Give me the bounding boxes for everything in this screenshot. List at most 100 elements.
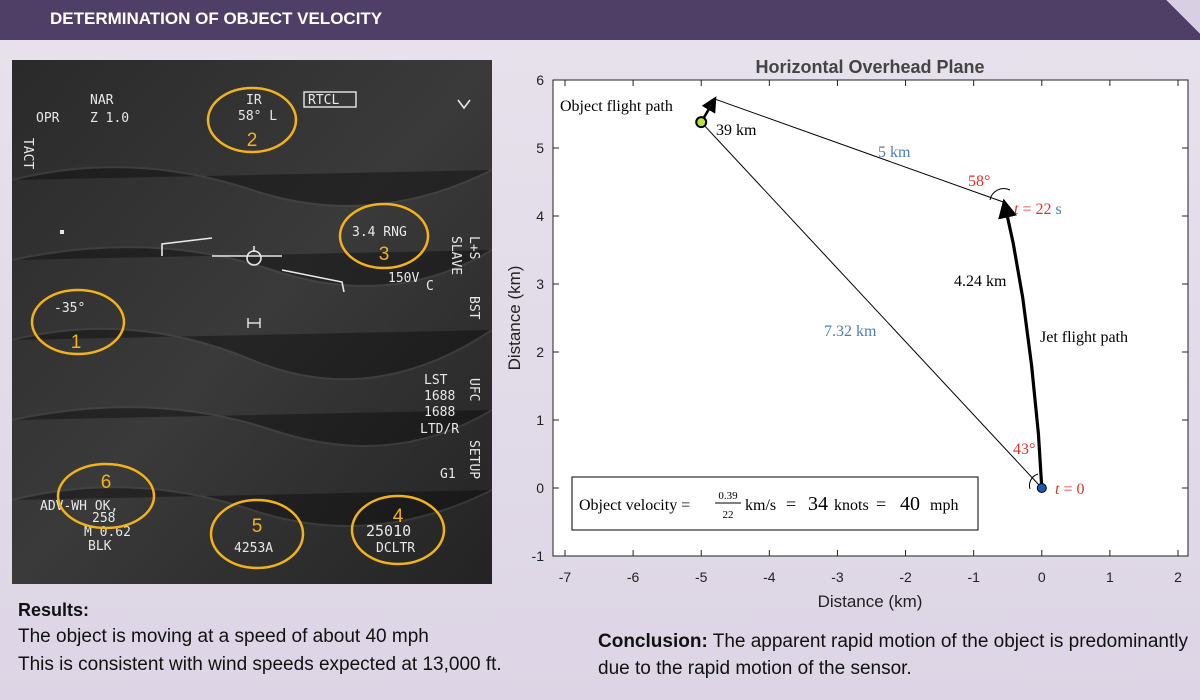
- x-tick-label: -1: [967, 569, 980, 585]
- page-title: DETERMINATION OF OBJECT VELOCITY: [50, 9, 383, 28]
- y-tick-label: -1: [532, 548, 545, 564]
- ir-label-zoom: Z 1.0: [90, 111, 129, 126]
- marker-circle-3: [338, 202, 430, 270]
- y-tick-label: 0: [536, 480, 544, 496]
- ir-label-ltd: LTD/R: [420, 422, 459, 437]
- ir-label-range: 3.4 RNG: [352, 225, 407, 240]
- ir-label-rtcl: RTCL: [308, 93, 339, 108]
- x-tick-label: -6: [627, 569, 640, 585]
- ir-label-1688f: 1688: [424, 389, 455, 404]
- y-tick-label: 2: [536, 344, 544, 360]
- series-line-jet: [998, 198, 1044, 489]
- ir-label-speed: 150V: [388, 271, 419, 286]
- ir-label-bst: BST: [466, 296, 481, 320]
- x-axis-label: Distance (km): [818, 592, 923, 611]
- ir-display: NAR OPR Z 1.0 IR 58° L RTCL 3.4 RNG 150V…: [12, 60, 492, 584]
- ir-label-c: C: [426, 279, 434, 294]
- sight-line-start: [700, 121, 1043, 489]
- velocity-numerator: 0.39: [718, 490, 738, 502]
- angle-label-58: 58°: [968, 173, 990, 190]
- distance-label-424: 4.24 km: [954, 273, 1007, 290]
- marker-circle-4: [350, 494, 446, 566]
- object-start-point: [695, 116, 708, 129]
- ir-label-1688c: 1688: [424, 405, 455, 420]
- ir-label-ls: L+S: [466, 236, 481, 259]
- conclusion-body: The apparent rapid motion of the object …: [598, 631, 1188, 679]
- y-tick-label: 4: [536, 208, 544, 224]
- marker-circle-5: [209, 498, 305, 570]
- x-tick-label: -5: [695, 569, 708, 585]
- marker-number-3: 3: [379, 244, 390, 265]
- time-label-0: t = 0: [1055, 481, 1084, 498]
- marker-number-4: 4: [393, 506, 404, 527]
- ir-label-tact: TACT: [20, 138, 35, 169]
- jet-start-point: [1036, 483, 1047, 493]
- velocity-label: Object velocity =: [579, 497, 690, 514]
- x-tick-label: 0: [1038, 569, 1046, 585]
- angle-arc-58: [989, 188, 1011, 201]
- velocity-unit: km/s: [745, 497, 776, 514]
- results-line-2: This is consistent with wind speeds expe…: [18, 654, 502, 675]
- ir-label-4253a: 4253A: [234, 541, 273, 556]
- ir-reticle: [161, 237, 345, 293]
- results-line-1: The object is moving at a speed of about…: [18, 626, 429, 647]
- x-tick-label: -4: [763, 569, 776, 585]
- ir-label-altitude: 25010: [366, 522, 411, 540]
- ir-label-opr: OPR: [36, 111, 60, 126]
- ir-label-ufc: UFC: [466, 378, 481, 401]
- ir-rtcl-box: [303, 91, 357, 108]
- ir-dot: [60, 230, 64, 234]
- velocity-box-frame: [571, 476, 979, 531]
- velocity-box: Object velocity = 0.39 22 km/s = 34 knot…: [571, 476, 979, 531]
- marker-number-1: 1: [71, 332, 82, 353]
- marker-number-6: 6: [101, 472, 112, 493]
- header-corner-decoration: [1156, 0, 1200, 40]
- ir-hh-marker: [247, 318, 261, 328]
- conclusion-label: Conclusion:: [598, 631, 708, 652]
- ir-label-m062: M 0.62: [84, 525, 131, 540]
- ir-label-blk: BLK: [88, 539, 112, 554]
- angle-label-43: 43°: [1013, 441, 1035, 458]
- ir-label-dcltr: DCLTR: [376, 541, 415, 556]
- chevron-down-icon: [457, 99, 471, 110]
- y-tick-label: 3: [536, 276, 544, 292]
- marker-circle-1: [30, 288, 126, 356]
- x-tick-label: 1: [1106, 569, 1114, 585]
- time-label-22: t = 22 s: [1014, 201, 1062, 218]
- sight-line-end: [714, 98, 1005, 203]
- angle-arc-43: [1029, 473, 1039, 490]
- distance-label-039: 39 km: [716, 122, 757, 139]
- jet-path-label: Jet flight path: [1040, 329, 1128, 346]
- ir-cloud-texture: [12, 166, 492, 527]
- marker-number-5: 5: [252, 516, 263, 537]
- marker-circle-2: [206, 86, 298, 154]
- distance-label-5: 5 km: [878, 144, 911, 161]
- velocity-denominator: 22: [723, 509, 734, 521]
- object-path-label: Object flight path: [560, 98, 673, 115]
- ir-label-g1: G1: [440, 467, 456, 482]
- ir-label-258: 258: [92, 511, 115, 526]
- y-tick-label: 6: [536, 72, 544, 88]
- ir-label-nar: NAR: [90, 93, 114, 108]
- ir-label-slave: SLAVE: [448, 236, 463, 275]
- marker-circle-6: [56, 462, 156, 530]
- distance-label-732: 7.32 km: [824, 323, 877, 340]
- x-tick-label: -3: [831, 569, 844, 585]
- header-bar: DETERMINATION OF OBJECT VELOCITY: [0, 0, 1200, 40]
- ir-label-bearing: 58° L: [238, 109, 277, 124]
- marker-number-2: 2: [247, 130, 258, 151]
- ir-sensor-frame: NAR OPR Z 1.0 IR 58° L RTCL 3.4 RNG 150V…: [12, 60, 492, 584]
- conclusion-text: Conclusion: The apparent rapid motion of…: [598, 628, 1188, 682]
- ir-label-lst: LST: [424, 373, 448, 388]
- chart-title: Horizontal Overhead Plane: [755, 57, 984, 77]
- y-tick-label: 1: [536, 412, 544, 428]
- velocity-mph-unit: mph: [930, 497, 958, 514]
- velocity-mph-value: 40: [900, 493, 920, 515]
- ir-label-ir: IR: [246, 93, 262, 108]
- results-heading: Results:: [18, 600, 90, 620]
- y-axis-label: Distance (km): [505, 266, 524, 371]
- ir-label-setup: SETUP: [466, 440, 481, 479]
- velocity-equals-1: =: [786, 494, 796, 514]
